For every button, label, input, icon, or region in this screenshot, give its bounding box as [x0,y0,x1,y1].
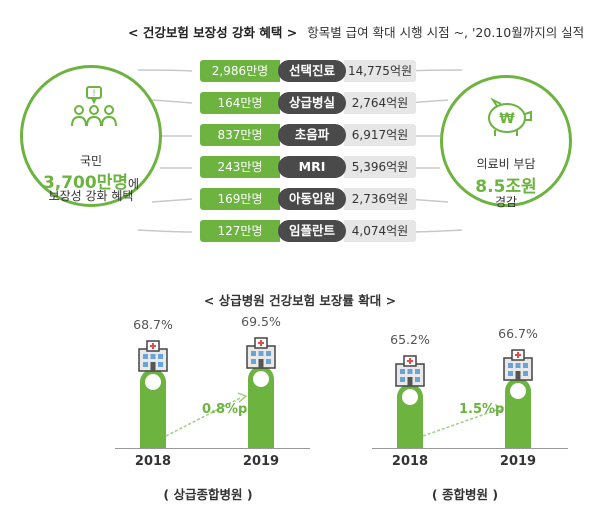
left-circle-highlight: 3,700만명 [42,173,128,193]
bar-dot [510,382,526,399]
chart-caption: ( 종합병원 ) [431,487,499,502]
row-people: 127만명 [200,220,280,242]
left-circle-line2: 3,700만명에 [23,168,159,193]
row-amount: 2,764억원 [344,92,416,114]
left-circle-line3: 보장성 강화 혜택 [48,189,134,203]
delta-label: 0.8%p [202,402,248,417]
chart-bar [248,366,274,448]
bar-value-label: 66.7% [498,325,538,341]
row-people: 243만명 [200,156,280,178]
benefit-row: 127만명 4,074억원 임플란트 [200,220,416,242]
top-title: < 건강보험 보장성 강화 혜택 > 항목별 급여 확대 시행 시점 ~, '2… [128,22,584,41]
row-people: 169만명 [200,188,280,210]
bottom-title: < 상급병원 건강보험 보장률 확대 > [203,293,397,308]
benefit-row: 169만명 2,736억원 아동입원 [200,188,416,210]
row-item: 임플란트 [278,220,346,242]
svg-text:₩: ₩ [499,111,515,127]
bar-dot [253,371,269,388]
piggy-bank-won-icon: ₩ [488,98,532,136]
chart-bar [505,377,531,448]
delta-label: 1.5%p [459,402,505,417]
row-item: MRI [278,156,346,178]
row-item: 아동입원 [278,188,346,210]
row-item: 선택진료 [278,60,346,82]
row-amount: 4,074억원 [344,220,416,242]
people-speech-icon: ! [71,86,117,127]
row-people: 164만명 [200,92,280,114]
svg-text:!: ! [93,88,96,98]
left-circle-suffix: 에 [128,177,140,191]
benefit-row: 837만명 6,917억원 초음파 [200,124,416,146]
row-amount: 2,736억원 [344,188,416,210]
row-people: 2,986만명 [200,60,280,82]
bar-dot [402,389,418,406]
top-title-main: < 건강보험 보장성 강화 혜택 > [128,25,298,40]
chart-axis [372,448,568,449]
row-item: 초음파 [278,124,346,146]
left-circle: ! 국민 3,700만명에 보장성 강화 혜택 [20,65,162,207]
hospital-icon [135,339,171,377]
right-circle: ₩ 의료비 부담 8.5조원 경감 [440,75,572,209]
benefit-row: 164만명 2,764억원 상급병실 [200,92,416,114]
chart-caption: ( 상급종합병원 ) [163,487,253,502]
top-title-sub: 항목별 급여 확대 시행 시점 ~, '20.10월까지의 실적 [307,25,585,40]
row-amount: 14,775억원 [344,60,416,82]
left-circle-line1: 국민 [79,154,103,168]
bar-dot [145,374,161,391]
chart-axis [115,448,310,449]
right-circle-highlight: 8.5조원 [475,177,537,197]
bar-value-label: 68.7% [133,317,173,333]
benefit-row: 243만명 5,396억원 MRI [200,156,416,178]
chart-bar [397,384,423,448]
year-tick-label: 2018 [134,454,172,469]
bar-value-label: 65.2% [390,332,430,348]
right-circle-line3: 경감 [494,195,518,209]
row-amount: 5,396억원 [344,156,416,178]
row-people: 837만명 [200,124,280,146]
hospital-icon [500,348,536,386]
hospital-icon [243,336,279,374]
bar-value-label: 69.5% [241,314,281,330]
chart-bar [140,369,166,448]
benefit-row: 2,986만명 14,775억원 선택진료 [200,60,416,82]
year-tick-label: 2019 [242,454,280,469]
right-circle-line1: 의료비 부담 [476,157,536,171]
year-tick-label: 2018 [391,454,429,469]
row-amount: 6,917억원 [344,124,416,146]
hospital-icon [392,354,428,392]
year-tick-label: 2019 [499,454,537,469]
row-item: 상급병실 [278,92,346,114]
